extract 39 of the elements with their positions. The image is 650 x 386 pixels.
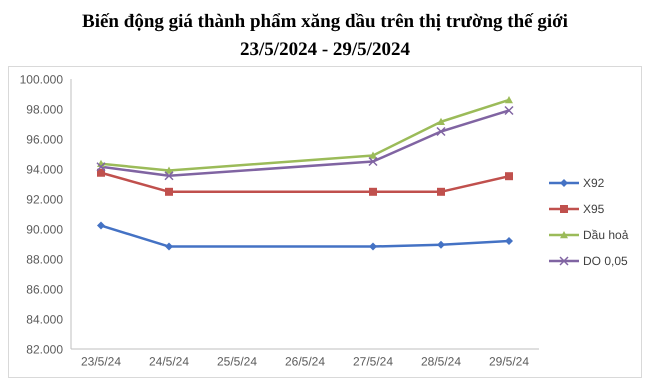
point xyxy=(504,106,514,116)
y-tick-label: 86.000 xyxy=(26,282,64,296)
y-tick-label: 100.000 xyxy=(20,72,64,86)
y-tick-label: 98.000 xyxy=(26,102,64,116)
chart-title: Biến động giá thành phẩm xăng dầu trên thị trường thế giới xyxy=(81,10,569,34)
point xyxy=(436,126,446,136)
point xyxy=(437,240,445,249)
point xyxy=(505,237,513,245)
y-tick-label: 82.000 xyxy=(26,342,64,356)
x-tick-label: 24/5/24 xyxy=(148,354,190,369)
point xyxy=(437,118,445,125)
x-tick-label: 26/5/24 xyxy=(284,354,326,369)
point xyxy=(505,172,513,180)
y-tick-label: 88.000 xyxy=(26,252,64,266)
chart-subtitle: 23/5/2024 - 29/5/2024 xyxy=(239,38,411,62)
point xyxy=(97,222,105,230)
legend-label: DO 0,05 xyxy=(583,254,628,268)
legend-label: X95 xyxy=(583,202,604,216)
y-tick-label: 94.000 xyxy=(26,162,64,176)
x-tick-label: 29/5/24 xyxy=(488,354,530,369)
point xyxy=(368,156,378,166)
point xyxy=(165,242,173,251)
y-tick-label: 90.000 xyxy=(26,222,64,236)
y-tick-label: 96.000 xyxy=(26,132,64,146)
point xyxy=(437,188,445,196)
point xyxy=(505,96,513,104)
point xyxy=(164,171,174,180)
point xyxy=(369,242,377,251)
x-tick-label: 28/5/24 xyxy=(420,354,462,369)
y-tick-label: 92.000 xyxy=(26,192,64,206)
x-tick-label: 27/5/24 xyxy=(352,354,394,369)
y-tick-label: 84.000 xyxy=(26,312,64,326)
point xyxy=(165,188,173,196)
legend-label: Dầu hoả xyxy=(583,228,628,242)
x-tick-label: 23/5/24 xyxy=(80,354,122,369)
point xyxy=(369,188,377,196)
x-tick-label: 25/5/24 xyxy=(216,354,258,369)
point xyxy=(96,162,106,172)
legend-label: X92 xyxy=(583,176,604,190)
